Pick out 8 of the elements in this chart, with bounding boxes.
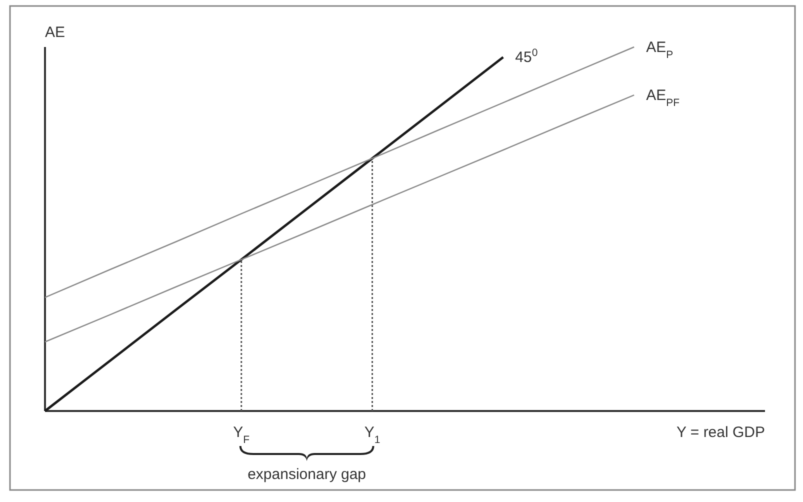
- x-tick-label: Y$_{F}$: [233, 424, 250, 446]
- x-tick-label: Y$_{1}$: [364, 424, 380, 446]
- text: expansionary gap: [248, 466, 366, 483]
- series-label: 45$^{0}$: [515, 47, 538, 66]
- series-label: AE$_{P}$: [646, 39, 674, 61]
- x-axis-title: Y = real GDP: [676, 424, 765, 441]
- series-label: AE$_{PF}$: [646, 87, 680, 110]
- y-axis-title: AE: [45, 24, 66, 41]
